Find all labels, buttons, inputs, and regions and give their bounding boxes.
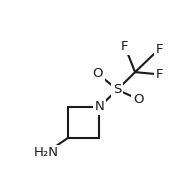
Text: S: S xyxy=(113,83,121,96)
Text: F: F xyxy=(155,43,163,56)
Text: O: O xyxy=(133,93,143,106)
Text: F: F xyxy=(121,40,129,53)
Text: N: N xyxy=(94,100,104,113)
Text: H₂N: H₂N xyxy=(33,146,58,160)
Text: O: O xyxy=(93,67,103,80)
Text: F: F xyxy=(156,68,164,81)
